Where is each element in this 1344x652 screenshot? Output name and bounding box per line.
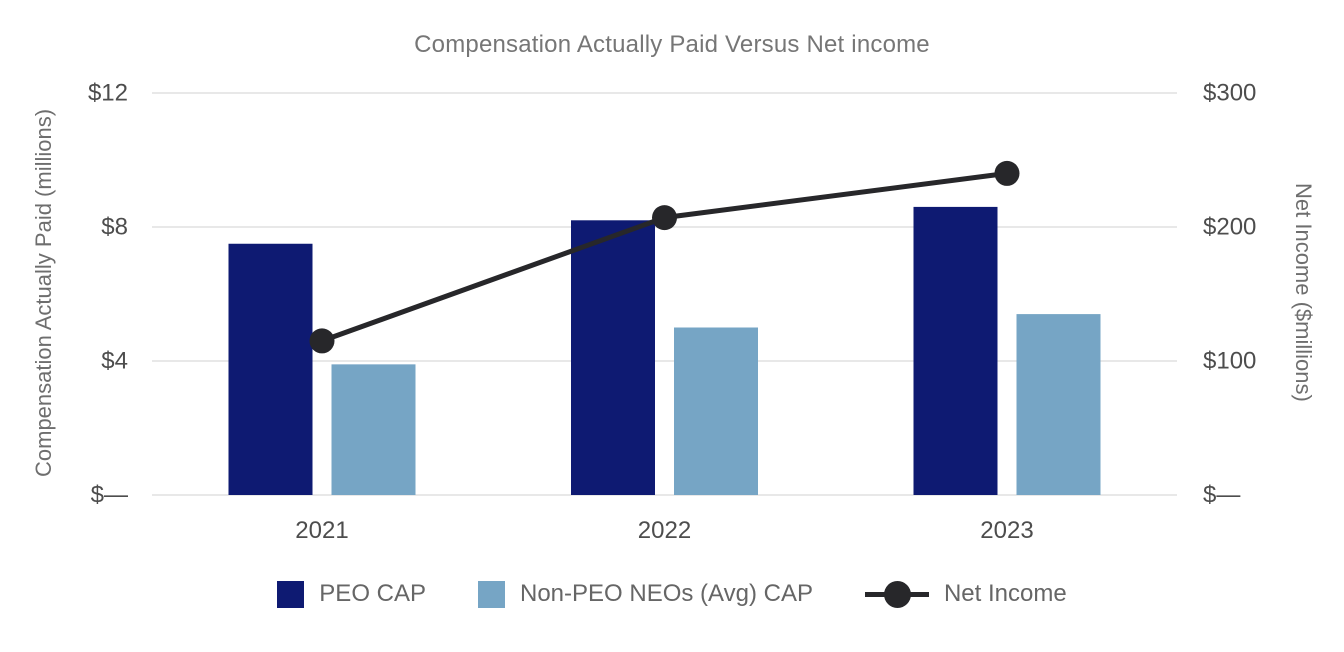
net-income-line bbox=[321, 170, 1008, 344]
right-axis-title: Net Income ($millions) bbox=[1291, 183, 1316, 402]
chart-title: Compensation Actually Paid Versus Net in… bbox=[414, 31, 930, 58]
bar-peo-cap-2022 bbox=[571, 220, 655, 496]
left-axis-tick: $12 bbox=[88, 80, 128, 107]
legend-label: PEO CAP bbox=[319, 580, 426, 607]
legend-label: Non-PEO NEOs (Avg) CAP bbox=[520, 580, 813, 607]
right-axis-tick: $100 bbox=[1203, 348, 1256, 375]
net-income-point-2021 bbox=[309, 328, 335, 354]
bar-non-peo-cap-2022 bbox=[674, 327, 758, 495]
legend-label: Net Income bbox=[943, 580, 1067, 607]
chart-legend: PEO CAP Non-PEO NEOs (Avg) CAP Net Income bbox=[0, 580, 1344, 608]
net-income-point-2023 bbox=[994, 160, 1020, 186]
bar-peo-cap-2021 bbox=[228, 243, 313, 495]
legend-line-marker-icon bbox=[864, 580, 929, 608]
left-axis-tick: $4 bbox=[101, 348, 128, 375]
legend-swatch-icon bbox=[277, 580, 305, 608]
legend-item-peo-cap: PEO CAP bbox=[277, 580, 426, 608]
x-axis-label-2021: 2021 bbox=[295, 517, 348, 544]
left-axis-tick: $— bbox=[91, 482, 128, 509]
legend-swatch-icon bbox=[478, 580, 505, 608]
bar-peo-cap-2023 bbox=[913, 206, 998, 495]
bar-non-peo-cap-2023 bbox=[1016, 314, 1101, 495]
right-axis-tick: $300 bbox=[1203, 80, 1256, 107]
x-axis-label-2023: 2023 bbox=[980, 517, 1033, 544]
net-income-point-2022 bbox=[652, 205, 677, 231]
x-axis-label-2022: 2022 bbox=[638, 517, 691, 544]
bar-non-peo-cap-2021 bbox=[331, 364, 416, 495]
right-axis-tick: $200 bbox=[1203, 214, 1256, 241]
left-axis-tick: $8 bbox=[101, 214, 128, 241]
legend-item-net-income: Net Income bbox=[864, 580, 1067, 608]
right-axis-tick: $— bbox=[1203, 482, 1240, 509]
legend-item-non-peo-neos-avg-cap: Non-PEO NEOs (Avg) CAP bbox=[478, 580, 813, 608]
